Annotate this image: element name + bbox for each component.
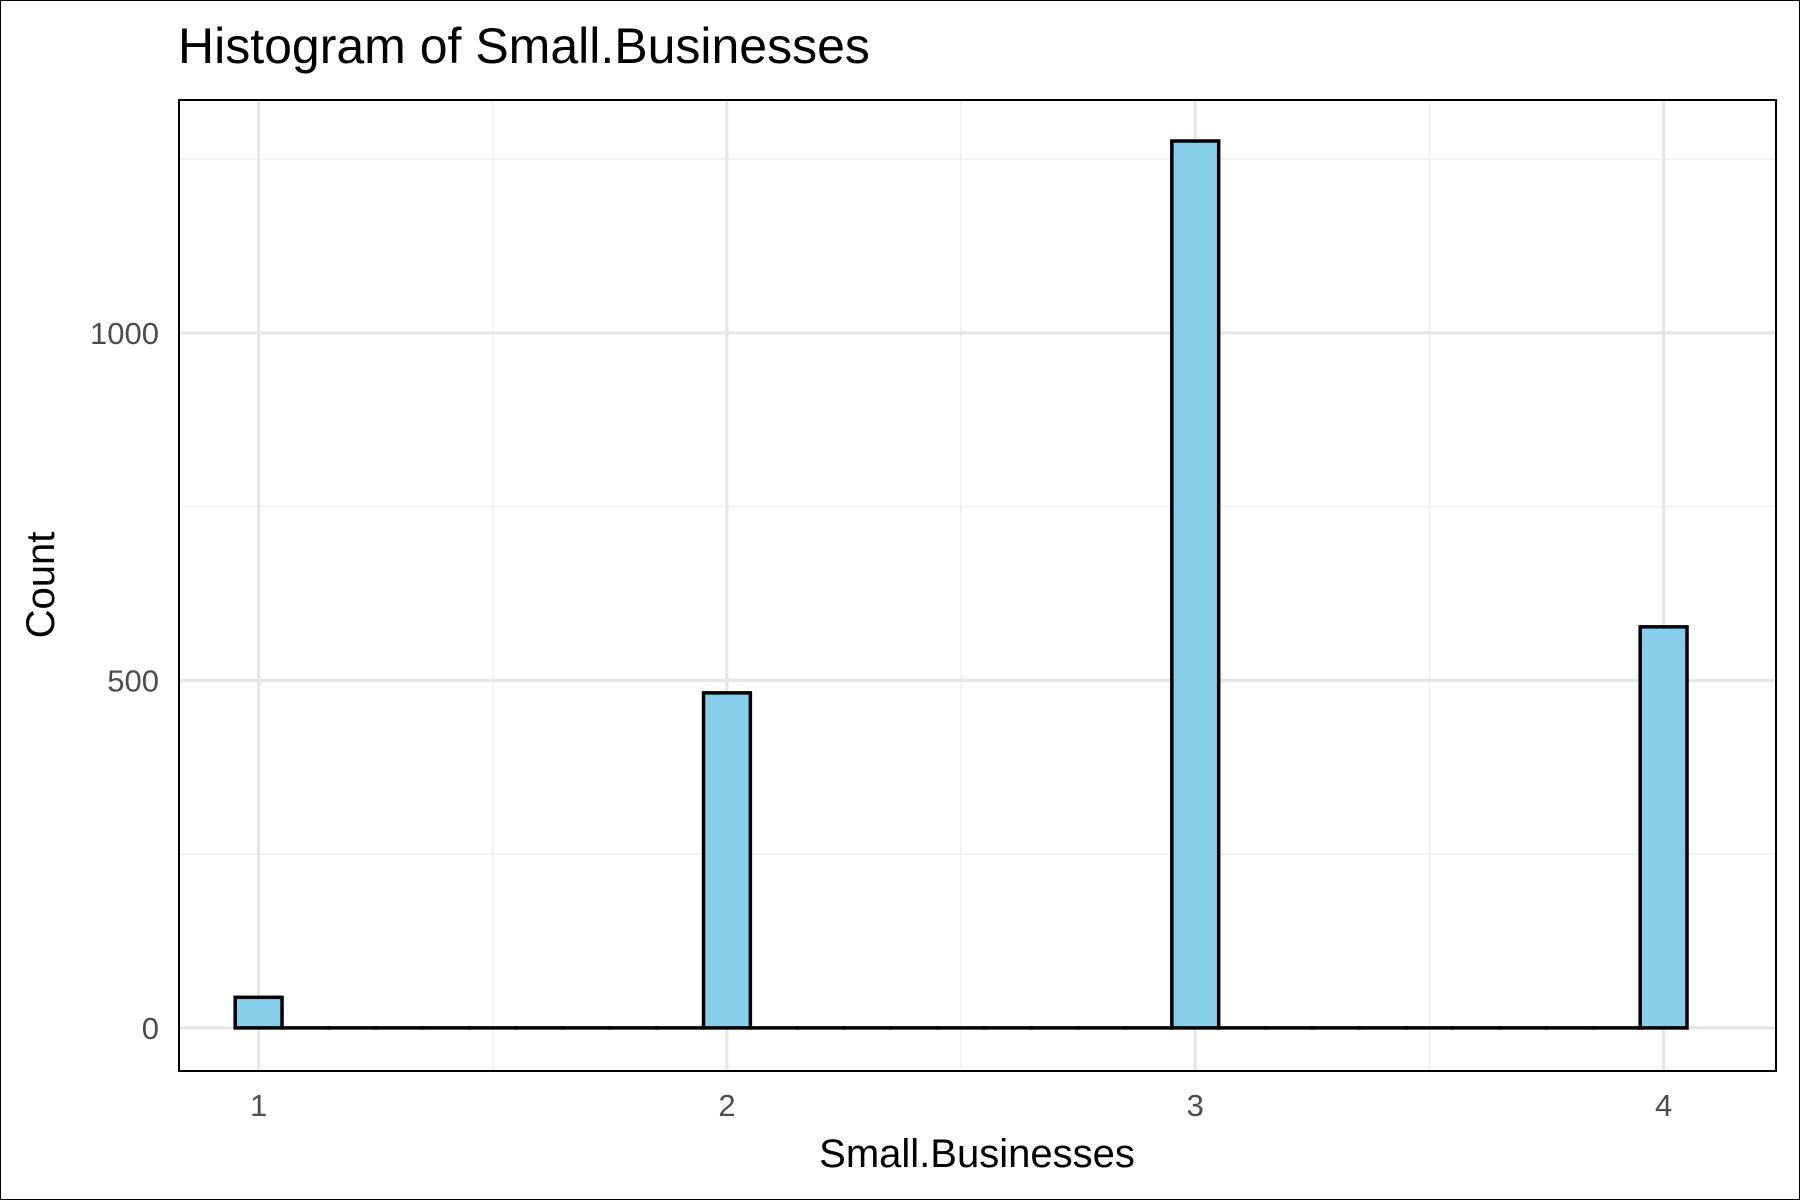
histogram-bar — [1172, 141, 1219, 1028]
x-axis-tick-labels: 1 2 3 4 — [250, 1088, 1672, 1123]
y-axis-tick-labels: 0 500 1000 — [90, 316, 159, 1046]
x-tick-label: 2 — [718, 1088, 735, 1123]
histogram-bar — [235, 997, 282, 1028]
y-tick-label: 500 — [107, 663, 159, 698]
y-tick-label: 1000 — [90, 316, 159, 351]
x-tick-label: 3 — [1187, 1088, 1204, 1123]
y-tick-label: 0 — [142, 1011, 159, 1046]
x-tick-label: 1 — [250, 1088, 267, 1123]
chart-title: Histogram of Small.Businesses — [178, 18, 870, 74]
major-gridlines — [179, 100, 1776, 1071]
minor-gridlines — [179, 100, 1776, 1071]
histogram-bar — [1640, 627, 1687, 1028]
y-axis-title: Count — [19, 532, 63, 639]
plot-panel-border — [179, 100, 1776, 1071]
x-tick-label: 4 — [1655, 1088, 1672, 1123]
x-axis-title: Small.Businesses — [819, 1132, 1135, 1176]
histogram-bar — [704, 693, 751, 1028]
